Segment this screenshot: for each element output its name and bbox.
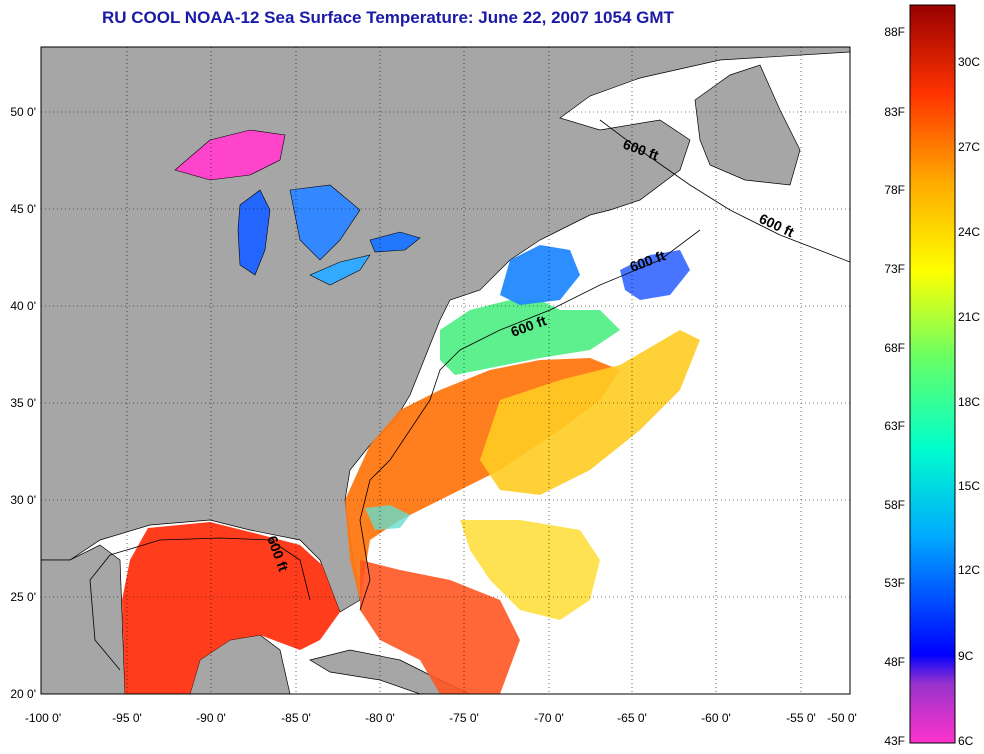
colorbar-c-tick: 18C	[958, 395, 980, 409]
sst-mid-atlantic-shelf	[440, 300, 620, 375]
lon-tick-label: -55 0'	[786, 711, 816, 725]
grid	[41, 47, 850, 694]
isobath-line-east-coast	[359, 229, 701, 611]
land-cuba	[309, 649, 471, 694]
lake-erie	[309, 254, 371, 286]
colorbar-f-tick: 53F	[884, 576, 905, 590]
lon-tick-label: -60 0'	[701, 711, 731, 725]
colorbar-c-tick: 24C	[958, 225, 980, 239]
lat-tick-label: 45 0'	[10, 202, 36, 216]
colorbar-f-tick: 68F	[884, 341, 905, 355]
sst-bahamas	[360, 560, 520, 694]
sst-offshore-patch	[460, 520, 600, 620]
colorbar-c-tick: 21C	[958, 310, 980, 324]
lon-tick-label: -80 0'	[365, 711, 395, 725]
lon-tick-label: -65 0'	[617, 711, 647, 725]
colorbar-f-tick: 88F	[884, 25, 905, 39]
land-north-america	[41, 47, 850, 613]
sst-scotian-shelf	[620, 250, 690, 300]
colorbar-f-tick: 63F	[884, 419, 905, 433]
colorbar-c-tick: 12C	[958, 563, 980, 577]
colorbar	[909, 4, 956, 744]
lat-tick-label: 50 0'	[10, 105, 36, 119]
isobath-line-gulf	[89, 537, 311, 671]
lake-superior	[174, 129, 286, 181]
colorbar-f-tick: 83F	[884, 105, 905, 119]
lon-tick-label: -75 0'	[449, 711, 479, 725]
lat-tick-label: 30 0'	[10, 493, 36, 507]
lon-tick-label: -90 0'	[196, 711, 226, 725]
plot-frame	[40, 46, 851, 695]
lake-michigan	[237, 189, 271, 276]
sst-sargasso	[480, 330, 700, 495]
land-mexico	[41, 544, 126, 694]
colorbar-c-tick: 30C	[958, 55, 980, 69]
land-newfoundland	[694, 64, 801, 186]
map-title: RU COOL NOAA-12 Sea Surface Temperature:…	[102, 8, 674, 27]
lon-tick-label: -70 0'	[534, 711, 564, 725]
lat-tick-label: 40 0'	[10, 299, 36, 313]
sst-florida-strait-cold	[365, 505, 410, 530]
colorbar-c-tick: 27C	[958, 140, 980, 154]
lat-tick-label: 35 0'	[10, 396, 36, 410]
lat-tick-label: 25 0'	[10, 590, 36, 604]
colorbar-c-tick: 9C	[958, 649, 974, 663]
lon-tick-label: -50 0'	[827, 711, 857, 725]
lon-tick-label: -95 0'	[112, 711, 142, 725]
lake-ontario	[369, 231, 421, 253]
colorbar-f-tick: 48F	[884, 655, 905, 669]
lat-tick-label: 20 0'	[10, 687, 36, 701]
sst-gulf-of-maine	[500, 245, 580, 305]
colorbar-f-tick: 73F	[884, 262, 905, 276]
lon-tick-label: -100 0'	[25, 711, 61, 725]
isobath-line-north	[599, 119, 850, 263]
colorbar-f-tick: 58F	[884, 498, 905, 512]
colorbar-f-tick: 43F	[884, 734, 905, 748]
sst-gulf-of-mexico	[122, 522, 340, 694]
lon-tick-label: -85 0'	[281, 711, 311, 725]
colorbar-c-tick: 15C	[958, 479, 980, 493]
colorbar-c-tick: 6C	[958, 734, 974, 748]
colorbar-f-tick: 78F	[884, 183, 905, 197]
